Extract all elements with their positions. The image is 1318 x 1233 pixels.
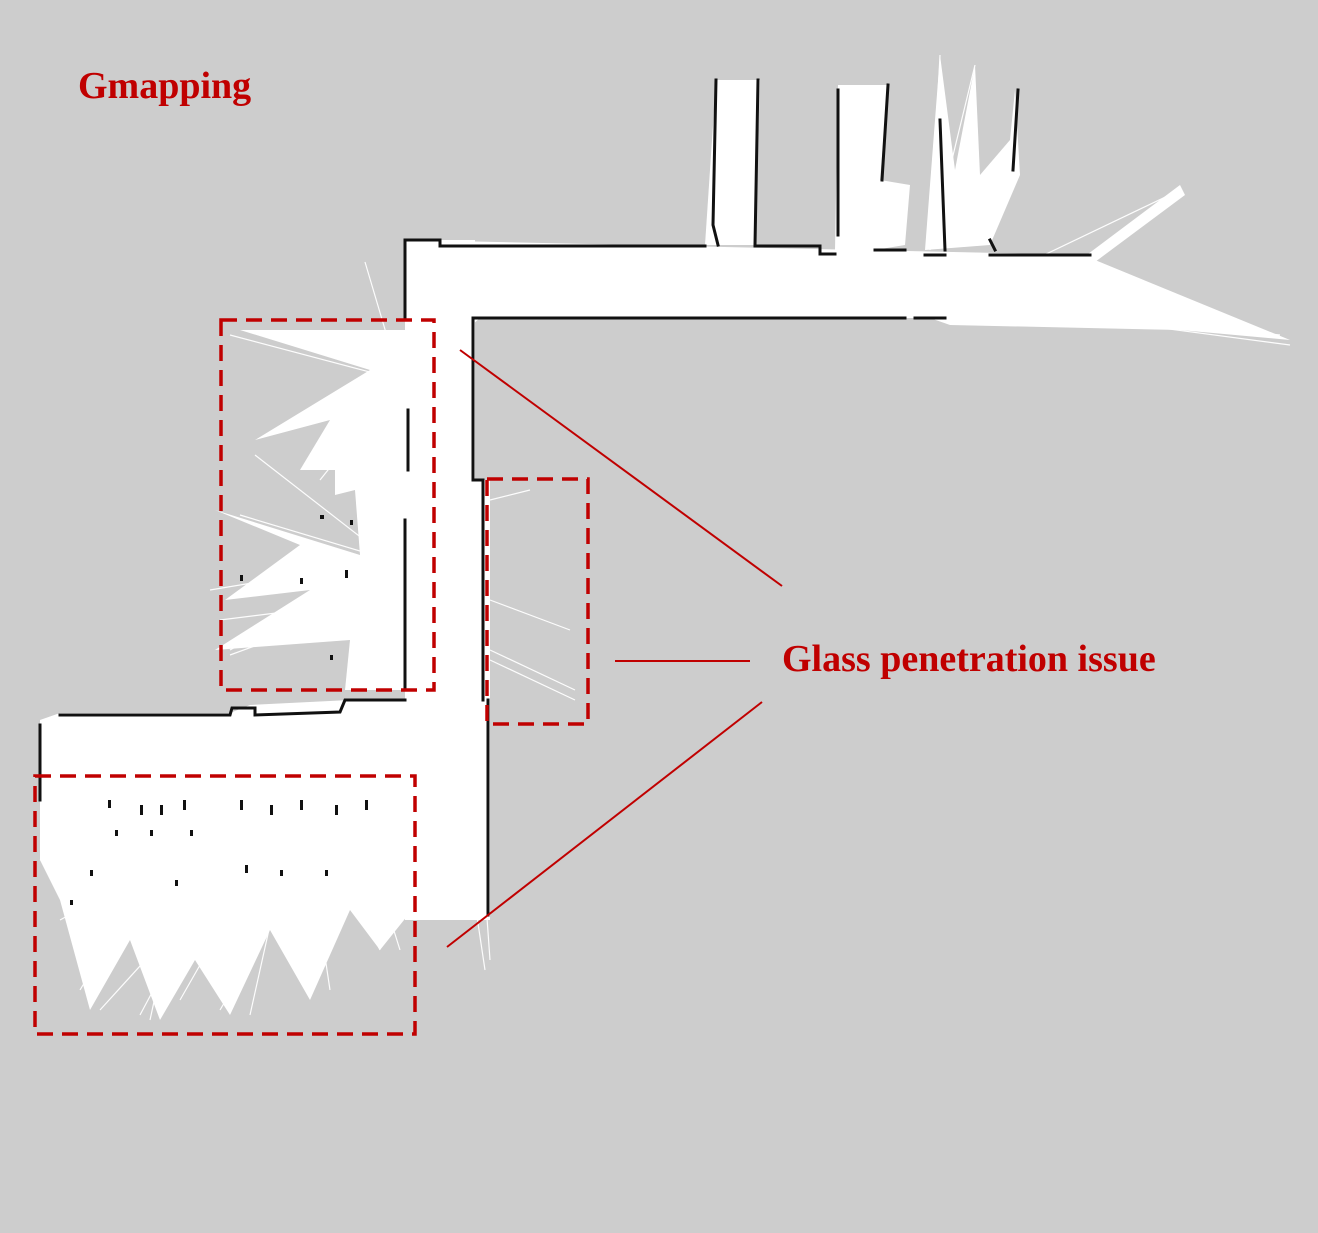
room-1 <box>705 80 760 245</box>
room-3 <box>925 55 1020 250</box>
walls <box>38 78 1092 917</box>
leader-line-lower <box>446 701 763 948</box>
glass-issue-label: Glass penetration issue <box>782 638 1156 680</box>
room-walls <box>711 78 1020 253</box>
room-2 <box>835 85 910 255</box>
free-space <box>40 55 1290 1020</box>
leader-line-upper <box>459 349 783 587</box>
upper-corridor <box>405 240 1290 340</box>
glass-region-box-right <box>485 477 590 726</box>
glass-region-box-lower-left <box>33 774 417 1036</box>
vertical-corridor-right-wall <box>471 316 490 917</box>
lower-corridor <box>40 700 410 790</box>
obstacle-clutter <box>70 515 368 905</box>
vertical-corridor-left-wall <box>403 238 410 692</box>
annotation-overlay <box>33 318 783 1036</box>
upper-corridor-top-wall <box>403 238 1092 257</box>
left-upper-region <box>215 330 410 690</box>
lower-corridor-top-wall <box>58 698 407 717</box>
room-4 <box>1080 185 1185 262</box>
glass-region-box-upper-left <box>219 318 436 692</box>
map-title: Gmapping <box>78 65 252 107</box>
